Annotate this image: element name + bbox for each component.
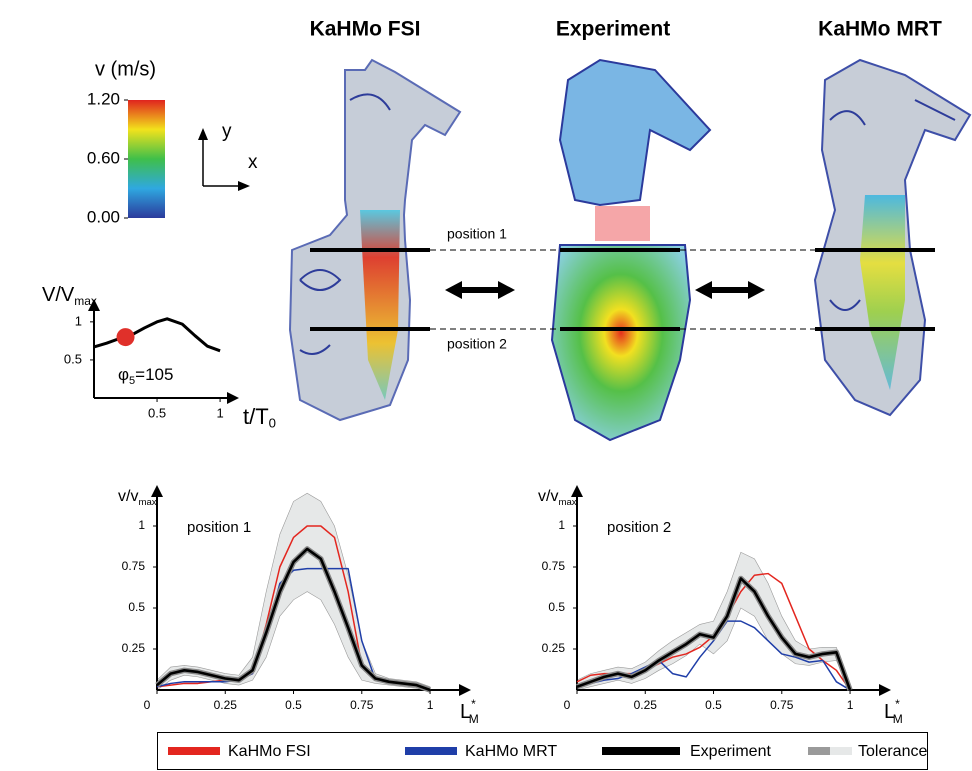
x-tick-label: 0.75: [350, 698, 374, 712]
legend-swatch: [602, 747, 680, 755]
y-axis-label-sub: max: [74, 294, 97, 308]
chart-annotation: position 1: [187, 519, 251, 536]
legend-label: Tolerance: [858, 743, 927, 760]
axis-symbol-x: x: [248, 152, 258, 173]
x-tick-label: 1: [427, 698, 434, 712]
x-tick-label: 0.5: [705, 698, 722, 712]
x-axis-label-sup: *: [895, 697, 900, 711]
x-axis-label-sub: 0: [269, 416, 276, 431]
legend-swatch: [405, 747, 457, 755]
y-tick-label: 1: [558, 518, 565, 532]
column-title: Experiment: [556, 18, 670, 41]
flow-image-fsi: [290, 60, 460, 420]
legend-swatch: [808, 747, 830, 755]
y-axis-label-main: V/V: [42, 284, 75, 306]
phase-symbol: φ: [118, 365, 129, 384]
x-axis-label-sub: M: [469, 712, 479, 726]
legend-swatch: [168, 747, 220, 755]
y-axis-label: V/Vmax: [42, 284, 97, 308]
y-axis-label: v/vmax: [118, 488, 157, 507]
x-tick-label: 0.5: [285, 698, 302, 712]
masked-region: [595, 206, 650, 241]
y-tick-label: 0.25: [122, 641, 146, 655]
chart-annotation: position 2: [607, 519, 671, 536]
colorbar-tick-label: 1.20: [87, 89, 120, 108]
y-axis-label-sub: max: [558, 496, 576, 507]
legend-label: KaHMo MRT: [465, 743, 557, 760]
x-tick-label: 0.25: [214, 698, 238, 712]
legend-label: KaHMo FSI: [228, 743, 311, 760]
y-tick-label: 0.5: [128, 600, 145, 614]
y-tick-label: 0.75: [122, 559, 146, 573]
y-axis-label-sub: max: [138, 496, 156, 507]
x-tick-label: 1: [847, 698, 854, 712]
y-axis-label-main: v/v: [538, 488, 558, 505]
x-tick-label: 0.25: [634, 698, 658, 712]
flow-image-mrt: [815, 60, 970, 415]
y-tick-label: 0.5: [64, 351, 82, 366]
x-axis-label-sub: M: [893, 712, 903, 726]
position-label: position 1: [447, 226, 507, 242]
x-axis-label: t/T0: [243, 404, 276, 431]
y-tick-label: 1: [75, 313, 82, 328]
colorbar: [128, 100, 165, 218]
y-axis-label: v/vmax: [538, 488, 577, 507]
column-title: KaHMo MRT: [818, 18, 942, 41]
x-axis-label-sup: *: [471, 697, 476, 711]
colorbar-title: v (m/s): [95, 58, 156, 80]
position-label: position 2: [447, 336, 507, 352]
phase-annotation: φ5=105: [118, 365, 173, 386]
axis-arrow: [88, 299, 239, 404]
x-tick-label: 0.75: [770, 698, 794, 712]
x-tick-label: 0.5: [148, 405, 166, 420]
y-axis-label-main: v/v: [118, 488, 138, 505]
colorbar-tick-label: 0.00: [87, 207, 120, 226]
tolerance-band: [577, 552, 850, 690]
column-title: KaHMo FSI: [310, 18, 421, 41]
x-tick-label: 0: [144, 698, 151, 712]
x-axis-label: L*M: [884, 697, 903, 726]
legend-swatch: [830, 747, 852, 755]
y-tick-label: 0.75: [542, 559, 566, 573]
legend-label: Experiment: [690, 743, 771, 760]
y-tick-label: 0.5: [548, 600, 565, 614]
axis-symbol-y: y: [222, 121, 232, 142]
x-tick-label: 0: [564, 698, 571, 712]
y-tick-label: 1: [138, 518, 145, 532]
phase-marker: [117, 328, 135, 346]
figure: y x v (m/s) KaHMo FSI Experiment KaHMo MRT…: [0, 0, 972, 771]
colorbar-tick-label: 0.60: [87, 148, 120, 167]
x-tick-label: 1: [216, 405, 223, 420]
x-axis-label-main: t/T: [243, 404, 269, 429]
line: [94, 319, 220, 351]
y-tick-label: 0.25: [542, 641, 566, 655]
x-axis-label: L*M: [460, 697, 479, 726]
phase-text: =105: [135, 365, 173, 384]
